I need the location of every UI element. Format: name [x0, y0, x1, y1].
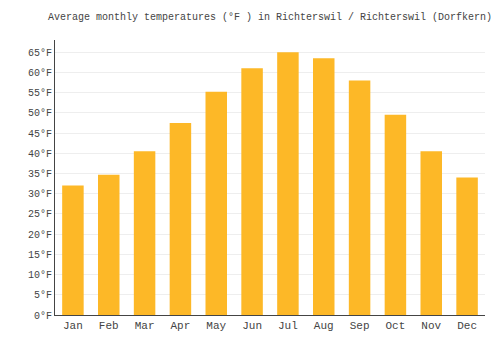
svg-text:May: May — [206, 320, 226, 332]
svg-text:40°F: 40°F — [28, 149, 52, 160]
svg-text:Jun: Jun — [242, 320, 262, 332]
svg-text:Mar: Mar — [135, 320, 155, 332]
svg-text:Dec: Dec — [457, 320, 477, 332]
svg-text:Jan: Jan — [63, 320, 83, 332]
svg-text:10°F: 10°F — [28, 270, 52, 281]
svg-text:60°F: 60°F — [28, 68, 52, 79]
svg-text:50°F: 50°F — [28, 108, 52, 119]
svg-text:Nov: Nov — [421, 320, 441, 332]
svg-text:15°F: 15°F — [28, 250, 52, 261]
svg-text:25°F: 25°F — [28, 209, 52, 220]
svg-text:0°F: 0°F — [34, 311, 52, 322]
svg-text:30°F: 30°F — [28, 189, 52, 200]
svg-text:Apr: Apr — [171, 320, 191, 332]
svg-text:Oct: Oct — [386, 320, 406, 332]
svg-text:Average monthly temperatures (: Average monthly temperatures (°F ) in Ri… — [48, 12, 492, 23]
svg-text:35°F: 35°F — [28, 169, 52, 180]
svg-text:20°F: 20°F — [28, 230, 52, 241]
svg-text:45°F: 45°F — [28, 129, 52, 140]
svg-text:55°F: 55°F — [28, 88, 52, 99]
svg-text:Sep: Sep — [350, 320, 370, 332]
svg-text:Aug: Aug — [314, 320, 334, 332]
svg-text:Feb: Feb — [99, 320, 119, 332]
svg-text:Jul: Jul — [278, 320, 298, 332]
svg-text:65°F: 65°F — [28, 48, 52, 59]
svg-text:5°F: 5°F — [34, 290, 52, 301]
